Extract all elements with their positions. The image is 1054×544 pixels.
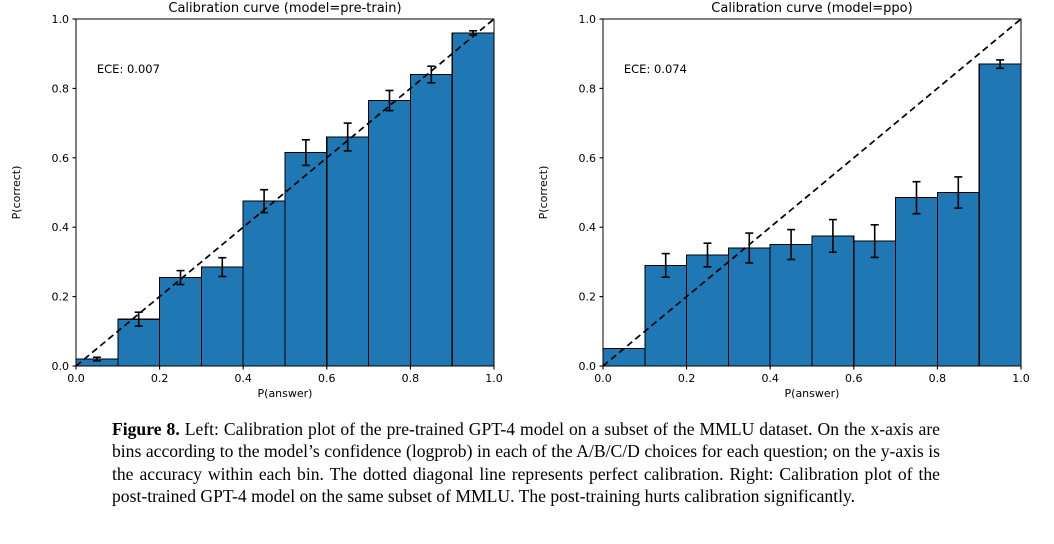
x-tick-label: 1.0 xyxy=(1012,372,1030,385)
ece-annotation: ECE: 0.007 xyxy=(97,62,160,76)
error-bars xyxy=(661,59,1005,279)
bar xyxy=(978,63,1022,367)
plot-frame xyxy=(75,18,495,367)
charts-row: 0.0 0.0 0.2 0.2 0.4 0.4 0.6 0.6 0.8 0.8 1.0 1.0 Cali… xyxy=(10,1,1030,400)
calibration-chart-pretrain: 0.00.0 0.2 0.2 0.4 0.4 0.6 0.6 0.8 0.8 1.0 1.0 Cali… xyxy=(10,1,503,400)
x-tick-label: 0.2 xyxy=(151,372,169,385)
bar xyxy=(811,235,855,367)
diagonal-line xyxy=(602,18,1022,367)
x-axis-label: P(answer) xyxy=(785,387,840,400)
ece-annotation: ECE: 0.074 xyxy=(624,62,687,76)
x-tick-label: 0.6 xyxy=(318,372,336,385)
x-tick-label: 0.6 xyxy=(845,372,863,385)
error-bars xyxy=(92,29,478,362)
bar xyxy=(686,254,729,367)
y-tick-label: 0.0 xyxy=(579,360,597,373)
y-tick-label: 1.0 xyxy=(52,13,70,26)
figure-caption-text: Left: Calibration plot of the pre-traine… xyxy=(112,419,940,507)
y-tick-label: 0.2 xyxy=(52,291,70,304)
y-tick-label: 0.6 xyxy=(52,152,70,165)
y-tick-label: 0.0 xyxy=(52,360,70,373)
x-axis-label: P(answer) xyxy=(258,387,313,400)
bar xyxy=(242,200,286,367)
bar xyxy=(326,136,370,367)
y-tick-label: 0.6 xyxy=(579,152,597,165)
y-tick-label: 0.4 xyxy=(52,221,70,234)
x-tick-label: 1.0 xyxy=(485,372,503,385)
chart-title: Calibration curve (model=pre-train) xyxy=(168,1,401,16)
x-tick-label: 0.2 xyxy=(678,372,696,385)
diagonal-line xyxy=(75,18,495,367)
bar xyxy=(853,240,897,367)
x-tick-label: 0.0 xyxy=(67,372,85,385)
y-tick-label: 0.8 xyxy=(579,82,597,95)
bar xyxy=(409,73,453,367)
x-tick-label: 0.0 xyxy=(594,372,612,385)
bar xyxy=(727,247,771,367)
y-tick-label: 0.2 xyxy=(579,291,597,304)
x-tick-label: 0.8 xyxy=(402,372,420,385)
bars xyxy=(602,63,1022,367)
bar xyxy=(769,244,813,367)
x-tick-label: 0.4 xyxy=(761,372,779,385)
axes-ticks: 0.00.0 0.2 0.2 0.4 0.4 0.6 0.6 0.8 0.8 1.0 1.0 xyxy=(52,13,503,385)
x-tick-label: 0.8 xyxy=(929,372,947,385)
bar xyxy=(936,191,980,367)
figure-caption-label: Figure 8. xyxy=(112,419,180,439)
plot-frame xyxy=(602,18,1022,367)
y-tick-label: 1.0 xyxy=(579,13,597,26)
y-axis-label: P(correct) xyxy=(10,166,23,220)
figure-caption: Figure 8. Left: Calibration plot of the … xyxy=(112,418,940,508)
y-axis-label: P(correct) xyxy=(537,166,550,220)
bar xyxy=(895,197,938,367)
calibration-chart-ppo: 0.00.0 0.2 0.2 0.4 0.4 0.6 0.6 0.8 0.8 1.0 1.0 Cali… xyxy=(537,1,1030,400)
bar xyxy=(451,32,495,367)
bar xyxy=(602,348,646,367)
x-tick-label: 0.4 xyxy=(234,372,252,385)
y-tick-label: 0.8 xyxy=(52,82,70,95)
bar xyxy=(368,99,411,367)
bar xyxy=(644,264,688,367)
bar xyxy=(284,152,328,367)
axes-ticks: 0.00.0 0.2 0.2 0.4 0.4 0.6 0.6 0.8 0.8 1.0 1.0 xyxy=(579,13,1030,385)
chart-title: Calibration curve (model=ppo) xyxy=(711,1,912,16)
y-tick-label: 0.4 xyxy=(579,221,597,234)
bar xyxy=(200,266,244,367)
